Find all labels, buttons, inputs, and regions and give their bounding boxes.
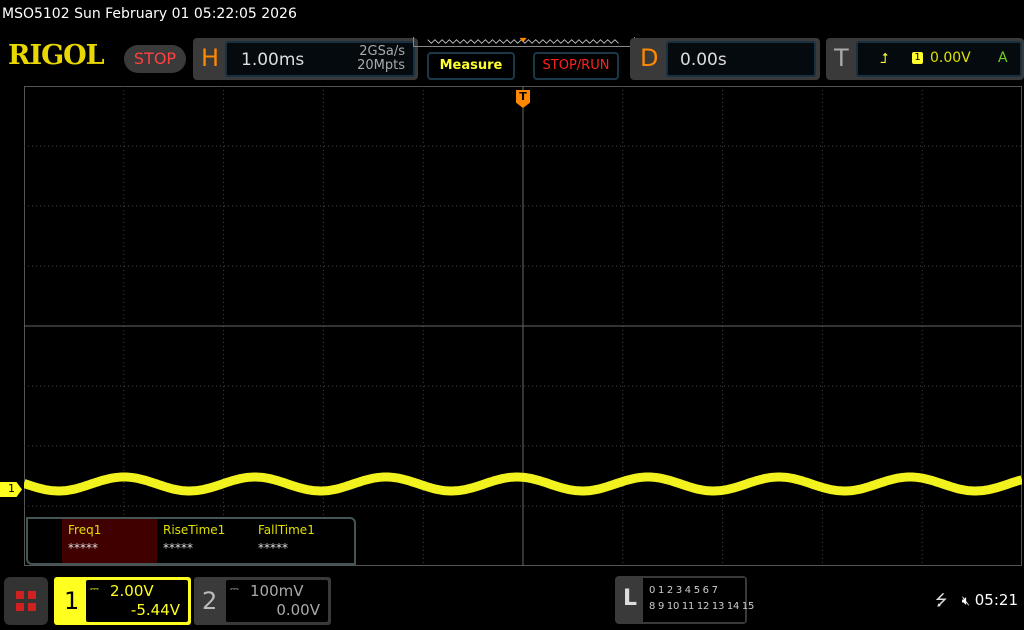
trigger-label: T (834, 44, 849, 72)
rising-edge-icon: ⮥ (880, 51, 889, 67)
channel1-offset-marker[interactable]: 1 (0, 482, 22, 497)
sample-rate: 2GSa/s (359, 44, 405, 59)
measurement-value: ***** (163, 541, 193, 555)
memory-overview-strip (413, 37, 635, 47)
delay-panel[interactable]: D 0.00s (630, 38, 820, 80)
stop-run-button[interactable]: STOP/RUN (533, 52, 619, 80)
memory-depth: 20Mpts (357, 58, 405, 73)
channel1-number: 1 (64, 587, 80, 615)
run-state-badge: STOP (124, 45, 186, 73)
waveform-display[interactable] (24, 86, 1022, 566)
horizontal-panel[interactable]: H 1.00ms 2GSa/s 20Mpts (193, 38, 418, 80)
mute-icon[interactable]: 🔇︎ (961, 594, 970, 609)
trigger-level: 0.00V (930, 50, 971, 66)
channel2-number: 2 (202, 587, 218, 615)
trigger-panel[interactable]: T ⮥ 1 0.00V A (826, 38, 1024, 80)
memory-position-marker (519, 37, 527, 43)
measurement-name: RiseTime1 (163, 523, 226, 537)
trigger-mode: A (998, 50, 1008, 66)
horizontal-label: H (201, 44, 220, 72)
status-area: ⭍ 🔇︎ 05:21 (935, 590, 1018, 615)
clock: 05:21 (974, 591, 1018, 609)
measurement-name: FallTime1 (258, 523, 315, 537)
delay-value: 0.00s (680, 50, 727, 70)
channel-menu-button[interactable] (4, 577, 48, 625)
dc-coupling-icon: ⎓ (230, 582, 239, 595)
channel1-panel[interactable]: 1 2.00V ⎓ -5.44V (54, 577, 191, 625)
measurement-falltime1[interactable]: FallTime1 ***** (252, 519, 347, 563)
measurement-freq1[interactable]: Freq1 ***** (62, 519, 157, 563)
measure-button[interactable]: Measure (427, 52, 515, 80)
logic-channels-row2: 8 9 10 11 12 13 14 15 (649, 601, 755, 612)
measurement-risetime1[interactable]: RiseTime1 ***** (157, 519, 252, 563)
channel2-panel[interactable]: 2 ⎓ 100mV 0.00V (194, 577, 331, 625)
channel2-scale: 100mV (250, 582, 304, 600)
channel2-offset: 0.00V (276, 601, 320, 619)
measurement-value: ***** (68, 541, 98, 555)
channel1-scale: 2.00V (110, 582, 154, 600)
title-bar: MSO5102 Sun February 01 05:22:05 2026 (2, 6, 297, 22)
channel1-waveform (24, 472, 1022, 496)
rigol-logo: RIGOL (8, 40, 105, 71)
measurement-name: Freq1 (68, 523, 102, 537)
dc-coupling-icon: ⎓ (90, 582, 99, 595)
measurement-panel: Freq1 ***** RiseTime1 ***** FallTime1 ***** (26, 517, 356, 565)
logic-panel[interactable]: L 0 1 2 3 4 5 6 7 8 9 10 11 12 13 14 15 (615, 576, 755, 624)
trigger-source: 1 (912, 52, 923, 64)
usb-icon: ⭍ (934, 591, 948, 609)
measurement-value: ***** (258, 541, 288, 555)
delay-label: D (640, 44, 659, 72)
trigger-position-marker[interactable]: T (516, 90, 530, 108)
logic-channels-row1: 0 1 2 3 4 5 6 7 (649, 585, 718, 596)
timebase-value: 1.00ms (241, 50, 305, 70)
logic-label: L (623, 586, 638, 611)
channel1-offset: -5.44V (130, 601, 180, 619)
